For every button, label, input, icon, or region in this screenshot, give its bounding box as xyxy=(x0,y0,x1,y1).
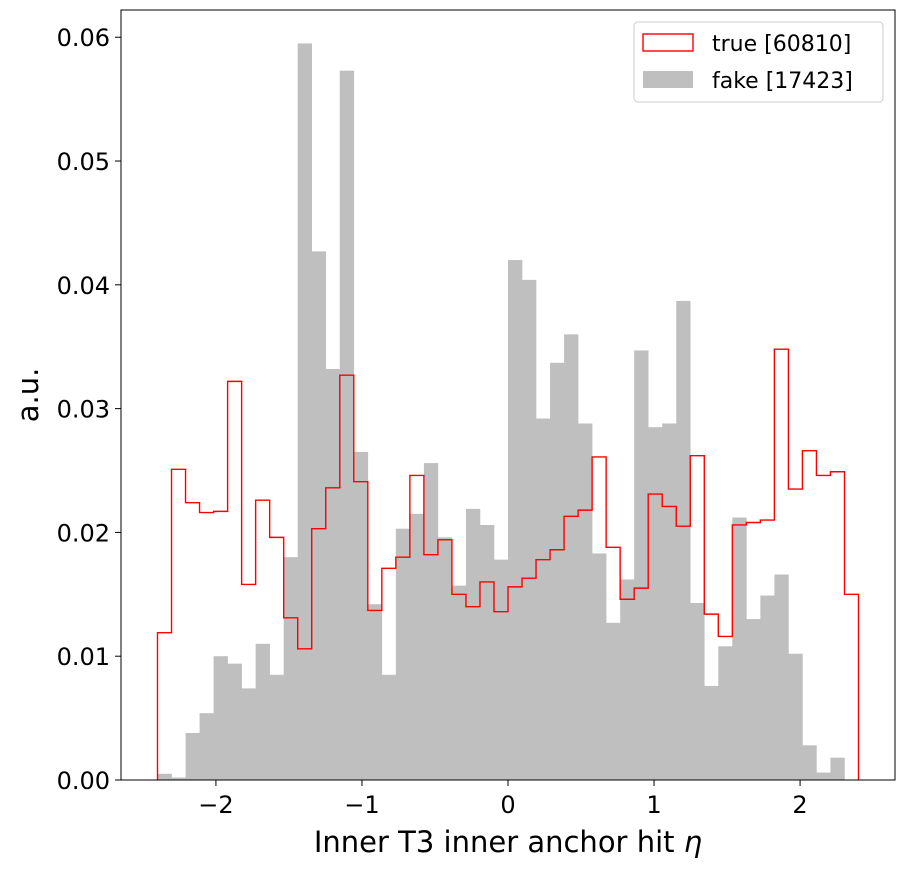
fake-bar xyxy=(718,646,733,780)
x-axis-label: Inner T3 inner anchor hit η xyxy=(314,825,702,859)
y-tick-label: 0.06 xyxy=(57,24,110,52)
fake-bar xyxy=(760,595,775,780)
true-series-step-line xyxy=(156,348,860,780)
fake-bar xyxy=(423,463,439,780)
fake-bar xyxy=(662,423,677,780)
fake-bar xyxy=(634,350,649,780)
y-tick-label: 0.02 xyxy=(57,519,110,547)
legend-label-fake: fake [17423] xyxy=(712,69,853,94)
fake-bar xyxy=(255,643,270,780)
fake-series-bars xyxy=(157,43,845,781)
fake-bar xyxy=(648,427,663,780)
x-axis-ticks: −2 −1 0 1 2 xyxy=(198,780,808,819)
fake-bar xyxy=(283,557,299,780)
legend-swatch-true xyxy=(642,33,694,52)
x-tick-label: −1 xyxy=(344,791,379,819)
y-axis-label: a.u. xyxy=(11,368,45,423)
fake-bar xyxy=(353,451,369,780)
y-tick-label: 0.00 xyxy=(57,767,110,795)
fake-bar xyxy=(381,674,397,780)
fake-bar xyxy=(437,537,453,780)
fake-bar xyxy=(606,622,621,780)
y-tick-label: 0.05 xyxy=(57,148,110,176)
x-tick-label: 0 xyxy=(500,791,515,819)
fake-bar xyxy=(522,279,537,780)
fake-bar xyxy=(508,260,523,780)
fake-bar xyxy=(774,574,789,780)
y-tick-label: 0.03 xyxy=(57,396,110,424)
fake-bar xyxy=(550,362,565,780)
fake-bar xyxy=(592,553,607,780)
fake-bar xyxy=(269,674,284,780)
fake-bar xyxy=(802,745,817,780)
x-tick-label: 1 xyxy=(646,791,661,819)
fake-bar xyxy=(185,732,200,780)
fake-bar xyxy=(465,508,481,780)
fake-bar xyxy=(171,777,186,780)
fake-bar xyxy=(339,70,355,780)
x-tick-label: −2 xyxy=(198,791,233,819)
fake-bar xyxy=(409,513,425,780)
x-tick-label: 2 xyxy=(792,791,807,819)
fake-bar xyxy=(830,757,845,780)
fake-bar xyxy=(213,656,228,780)
fake-bar xyxy=(451,585,467,780)
fake-bar xyxy=(199,713,214,780)
fake-bar xyxy=(325,369,341,780)
fake-bar xyxy=(157,773,172,780)
fake-bar xyxy=(367,604,383,780)
fake-bar xyxy=(704,685,719,780)
fake-bar xyxy=(746,619,761,780)
fake-bar xyxy=(564,334,579,780)
legend: true [60810] fake [17423] xyxy=(633,21,884,103)
y-tick-label: 0.01 xyxy=(57,643,110,671)
y-tick-label: 0.04 xyxy=(57,272,110,300)
fake-bar xyxy=(536,418,551,780)
fake-bar xyxy=(395,528,411,780)
legend-label-true: true [60810] xyxy=(712,32,851,57)
fake-bar xyxy=(241,688,256,780)
fake-bar xyxy=(297,43,313,780)
fake-bar xyxy=(620,579,635,780)
fake-bar xyxy=(690,602,705,780)
legend-swatch-fake xyxy=(643,71,693,88)
fake-bar xyxy=(227,663,242,780)
legend-box xyxy=(633,21,884,103)
fake-bar xyxy=(732,517,747,780)
fake-bar xyxy=(311,251,327,781)
y-axis-ticks: 0.00 0.01 0.02 0.03 0.04 0.05 0.06 xyxy=(57,24,121,795)
fake-bar xyxy=(676,300,691,780)
fake-bar xyxy=(578,423,593,780)
fake-bar xyxy=(479,524,495,780)
fake-bar xyxy=(816,772,831,780)
fake-bar xyxy=(788,653,803,780)
fake-bar xyxy=(493,559,509,780)
